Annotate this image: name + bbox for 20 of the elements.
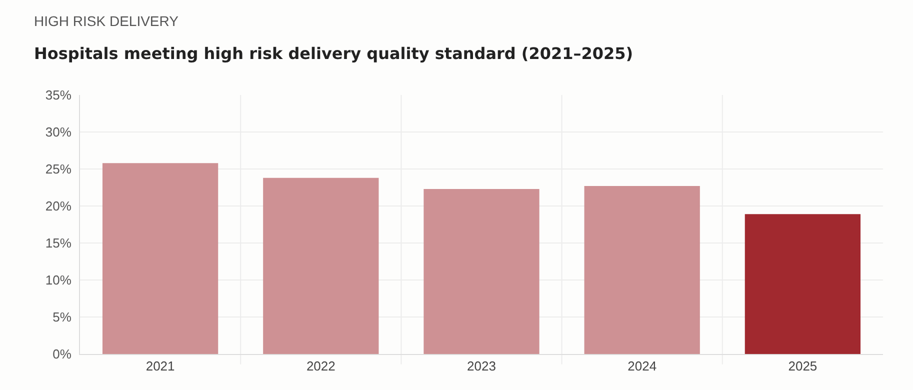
bar: [263, 178, 379, 354]
chart-title: Hospitals meeting high risk delivery quality standard (2021–2025): [34, 44, 634, 63]
bar: [424, 188, 540, 354]
chart-subtitle: HIGH RISK DELIVERY: [34, 13, 180, 29]
y-tick-label: 0%: [52, 346, 72, 362]
bar: [584, 186, 700, 354]
y-tick-label: 10%: [45, 272, 72, 288]
x-tick-label: 2023: [467, 358, 496, 374]
y-tick-label: 5%: [52, 310, 72, 325]
y-tick-label: 25%: [45, 162, 72, 177]
x-tick-label: 2025: [788, 358, 818, 374]
bar: [102, 163, 218, 354]
x-tick-label: 2021: [146, 358, 175, 374]
bar: [744, 214, 861, 354]
x-tick-label: 2024: [628, 358, 657, 374]
y-tick-label: 30%: [45, 124, 72, 140]
y-tick-label: 15%: [45, 236, 72, 251]
x-tick-label: 2022: [306, 358, 336, 374]
y-tick-label: 35%: [45, 88, 72, 103]
y-tick-label: 20%: [45, 198, 72, 214]
